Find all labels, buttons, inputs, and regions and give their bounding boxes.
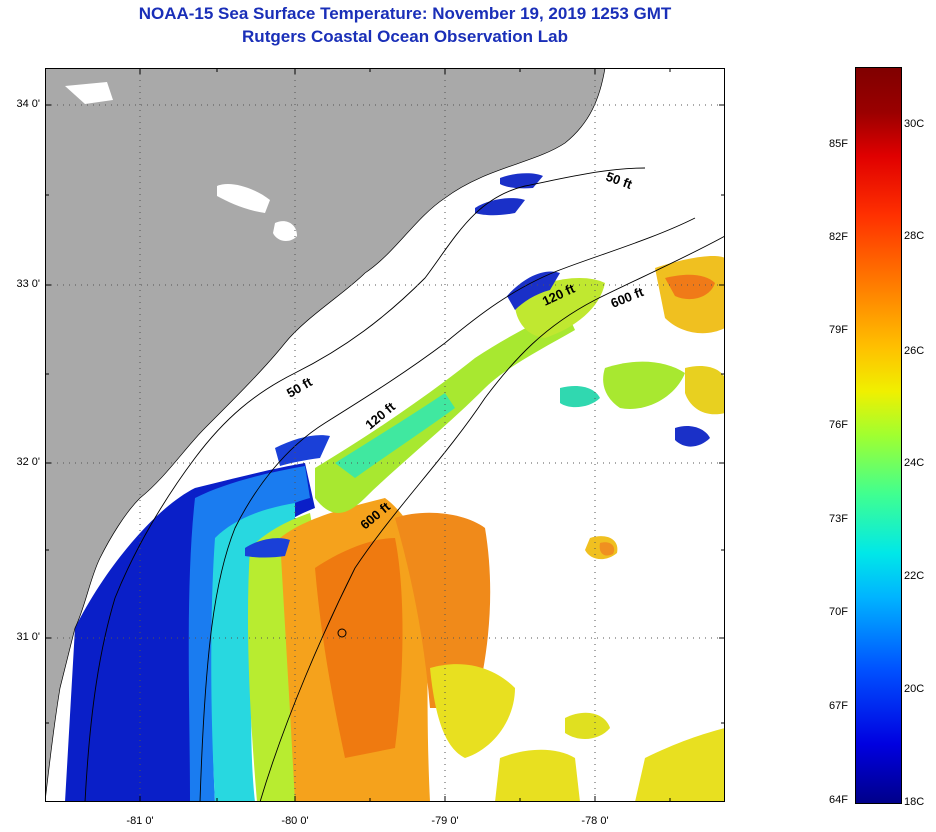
inland-water xyxy=(273,221,297,242)
depth-contours xyxy=(84,167,725,802)
map-title: NOAA-15 Sea Surface Temperature: Novembe… xyxy=(138,4,672,23)
graticule xyxy=(45,68,725,802)
colorbar-f-70: 70F xyxy=(829,606,848,618)
lon-label-79: -79 0' xyxy=(431,815,459,827)
colorbar-f-82: 82F xyxy=(829,231,848,243)
lat-label-34: 34 0' xyxy=(16,98,40,110)
colorbar-c-26: 26C xyxy=(904,345,925,357)
inland-water xyxy=(217,183,270,213)
lat-label-33: 33 0' xyxy=(16,278,40,290)
sst-map[interactable]: 50 ft 50 ft 120 ft 120 ft 600 ft 600 ft xyxy=(45,68,725,802)
buoy-marker[interactable] xyxy=(337,628,347,638)
lon-label-78: -78 0' xyxy=(581,815,609,827)
colorbar-c-30: 30C xyxy=(904,118,925,130)
temperature-colorbar xyxy=(855,67,902,804)
colorbar-f-79: 79F xyxy=(829,324,848,336)
colorbar-f-67: 67F xyxy=(829,700,848,712)
colorbar-c-28: 28C xyxy=(904,230,925,242)
colorbar-f-64: 64F xyxy=(829,794,848,806)
lon-label-80: -80 0' xyxy=(281,815,309,827)
colorbar-f-76: 76F xyxy=(829,419,848,431)
colorbar-c-24: 24C xyxy=(904,457,925,469)
lat-label-31: 31 0' xyxy=(16,631,40,643)
colorbar-c-18: 18C xyxy=(904,796,925,808)
lon-label-81: -81 0' xyxy=(126,815,154,827)
colorbar-f-85: 85F xyxy=(829,138,848,150)
axis-ticks xyxy=(45,68,725,802)
lat-label-32: 32 0' xyxy=(16,456,40,468)
inland-water xyxy=(65,82,113,104)
land-mass xyxy=(45,68,606,802)
colorbar-c-20: 20C xyxy=(904,683,925,695)
colorbar-f-73: 73F xyxy=(829,513,848,525)
colorbar-c-22: 22C xyxy=(904,570,925,582)
map-subtitle: Rutgers Coastal Ocean Observation Lab xyxy=(242,27,568,46)
map-frame xyxy=(45,68,725,802)
